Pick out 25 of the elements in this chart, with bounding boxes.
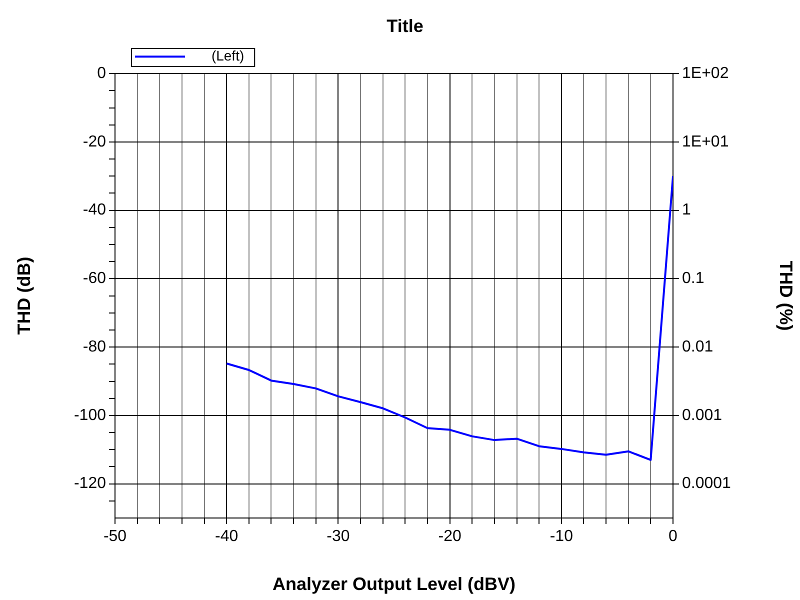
legend-label: (Left) (192, 47, 244, 64)
x-axis-title: Analyzer Output Level (dBV) (272, 574, 516, 594)
x-tick-label: -10 (550, 528, 574, 546)
y2-axis-title: THD (%) (776, 260, 796, 331)
y-axis-title: THD (dB) (14, 256, 34, 335)
y2-tick-label: 1E+02 (682, 65, 729, 82)
x-tick-label: -30 (326, 528, 350, 546)
chart-title: Title (386, 16, 424, 36)
y2-tick-label: 0.0001 (682, 475, 732, 492)
y-tick-label: -80 (82, 338, 106, 356)
y2-tick-label: 1 (682, 202, 691, 219)
y2-tick-label: 0.01 (682, 338, 714, 356)
y-tick-label: -120 (74, 475, 106, 492)
y-tick-label: -20 (82, 133, 106, 150)
y2-tick-label: 1E+01 (682, 133, 729, 150)
y-tick-label: -100 (74, 406, 106, 424)
x-tick-label: -40 (215, 528, 238, 546)
y-tick-label: -60 (82, 270, 106, 288)
x-tick-label: 0 (668, 528, 678, 546)
y2-tick-label: 0.1 (682, 270, 704, 288)
y-tick-label: 0 (97, 65, 106, 82)
y2-tick-label: 0.001 (682, 406, 722, 424)
x-tick-label: -50 (103, 528, 127, 546)
x-tick-label: -20 (438, 528, 462, 546)
y-tick-label: -40 (82, 202, 106, 219)
